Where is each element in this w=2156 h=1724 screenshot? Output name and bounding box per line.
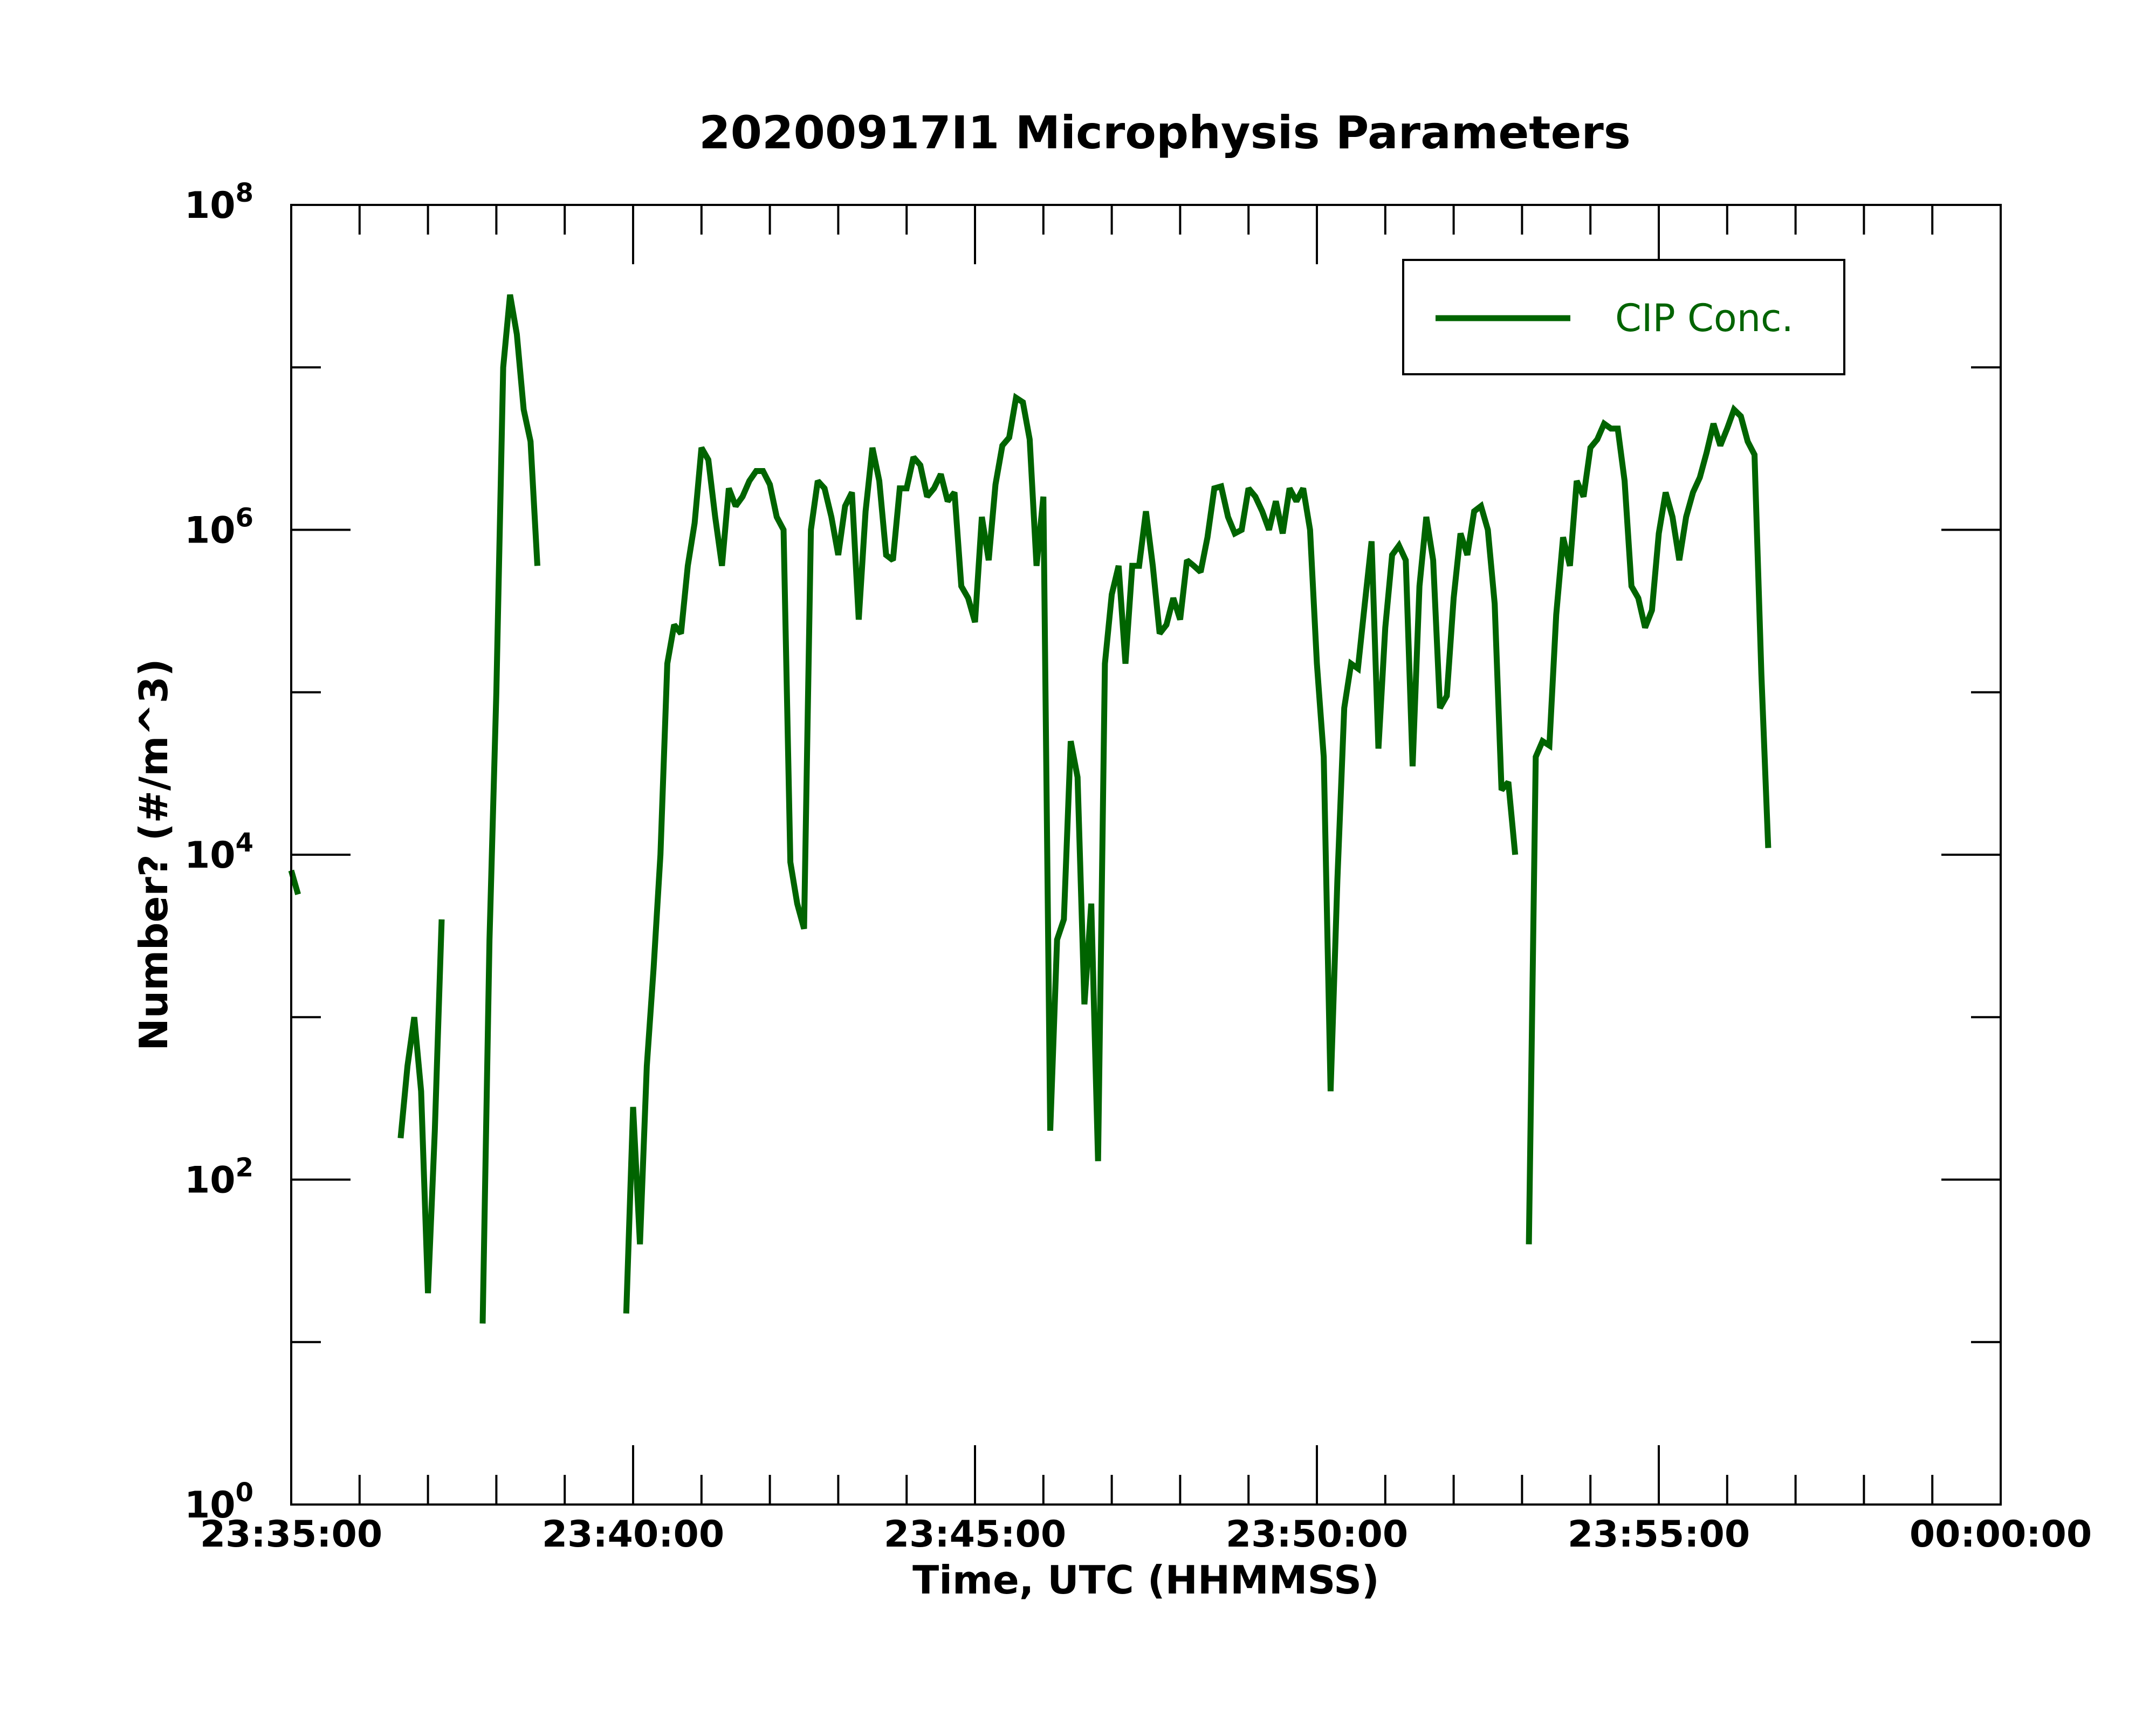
x-tick-labels: 23:35:00 23:40:00 23:45:00 23:50:00 23:55:00…	[200, 1513, 2092, 1556]
y-axis-label: Number? (#/m^3)	[131, 658, 176, 1050]
x-tick-label: 00:00:00	[1910, 1513, 2092, 1556]
chart-title: 20200917I1 Microphysis Parameters	[699, 106, 1631, 159]
y-tick-label: 106	[184, 503, 253, 552]
series-cip-conc	[288, 294, 1772, 1324]
plot-frame	[290, 204, 2002, 1506]
x-tick-label: 23:50:00	[1226, 1513, 1408, 1556]
series-line-segment	[1526, 404, 1772, 1245]
series-line-segment	[397, 919, 445, 1294]
x-tick-label: 23:40:00	[542, 1513, 724, 1556]
series-line-segment	[479, 294, 540, 1324]
series-line-segment	[623, 393, 1519, 1314]
series-line-segment	[288, 869, 301, 896]
legend-label-cip-conc: CIP Conc.	[1615, 296, 1794, 340]
plot-area	[288, 204, 2002, 1506]
x-tick-label: 23:45:00	[884, 1513, 1066, 1556]
x-tick-label: 23:55:00	[1568, 1513, 1750, 1556]
y-tick-label: 108	[184, 178, 253, 227]
y-tick-label: 104	[184, 828, 253, 877]
x-axis-label: Time, UTC (HHMMSS)	[912, 1557, 1379, 1603]
y-tick-labels: 100 102 104 106 108	[184, 178, 253, 1527]
y-tick-label: 102	[184, 1153, 253, 1202]
y-tick-label: 100	[184, 1478, 253, 1527]
legend: CIP Conc.	[1402, 259, 1845, 375]
x-tick-label: 23:35:00	[200, 1513, 382, 1556]
tick-marks	[290, 204, 2002, 1506]
